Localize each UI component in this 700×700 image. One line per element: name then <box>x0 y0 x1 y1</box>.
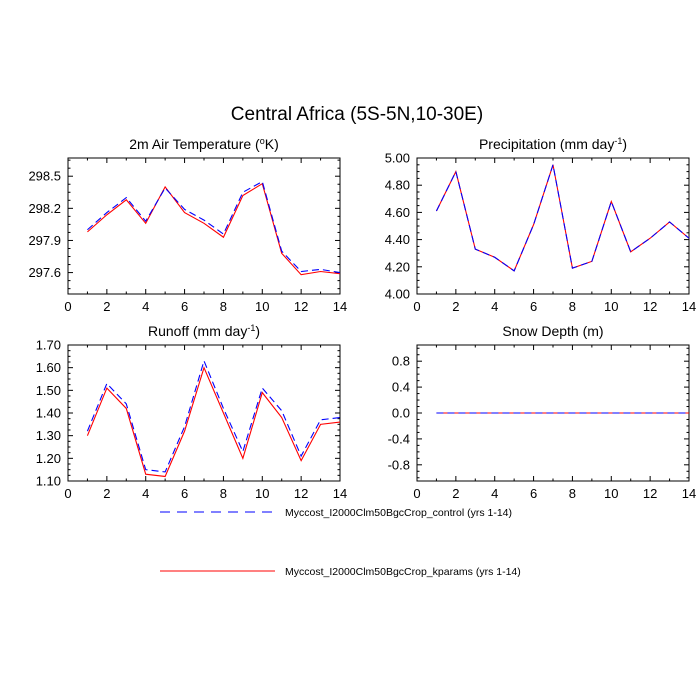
y-tick-label: 4.80 <box>385 178 410 193</box>
series-line-kparams <box>87 182 341 276</box>
y-tick-label: 298.2 <box>28 201 61 216</box>
x-tick-label: 12 <box>294 299 308 314</box>
y-tick-label: 0.0 <box>392 406 410 421</box>
x-tick-label: 14 <box>682 486 696 501</box>
y-tick-label: 0.8 <box>392 354 410 369</box>
x-tick-label: 0 <box>413 299 420 314</box>
x-tick-label: 10 <box>604 299 618 314</box>
y-tick-label: 1.10 <box>36 474 61 489</box>
panel-snow-depth: Snow Depth (m) 0 2 4 6 8 10 12 14 -0.8 -0.4 0.0 0.4 0… <box>388 323 697 501</box>
x-tick-label: 4 <box>142 299 149 314</box>
x-tick-label: 12 <box>294 486 308 501</box>
figure-title: Central Africa (5S-5N,10-30E) <box>231 104 483 125</box>
x-tick-label: 0 <box>413 486 420 501</box>
series-line-control <box>86 359 341 473</box>
x-tick-label: 2 <box>103 486 110 501</box>
x-tick-label: 6 <box>181 486 188 501</box>
y-tick-label: -0.4 <box>388 431 410 446</box>
x-tick-label: 4 <box>491 299 498 314</box>
y-tick-label: 1.60 <box>36 360 61 375</box>
legend: Myccost_I2000Clm50BgcCrop_control (yrs 1… <box>160 507 521 578</box>
y-tick-label: 298.5 <box>28 169 61 184</box>
x-tick-label: 10 <box>255 486 269 501</box>
plot-frame <box>67 157 341 295</box>
x-tick-label: 12 <box>643 299 657 314</box>
x-tick-label: 6 <box>181 299 188 314</box>
panel-precipitation: Precipitation (mm day-1) 0 2 4 6 8 10 12 14 4.00 4… <box>385 136 697 314</box>
x-tick-label: 8 <box>569 299 576 314</box>
panel-title: Snow Depth (m) <box>502 323 603 339</box>
legend-label-control: Myccost_I2000Clm50BgcCrop_control (yrs 1… <box>285 507 512 519</box>
x-tick-label: 10 <box>604 486 618 501</box>
y-tick-label: 4.40 <box>385 232 410 247</box>
x-tick-label: 6 <box>530 486 537 501</box>
y-tick-label: 4.60 <box>385 205 410 220</box>
y-tick-label: 1.50 <box>36 383 61 398</box>
y-tick-label: 1.20 <box>36 451 61 466</box>
series-line-control <box>435 164 690 272</box>
x-tick-label: 2 <box>103 299 110 314</box>
panel-runoff: Runoff (mm day-1) 0 2 4 6 8 10 12 14 1.10 1.20 1.30… <box>36 323 348 501</box>
y-tick-label: 4.20 <box>385 259 410 274</box>
x-tick-label: 14 <box>333 486 347 501</box>
x-tick-label: 6 <box>530 299 537 314</box>
x-tick-label: 2 <box>452 299 459 314</box>
x-tick-label: 8 <box>569 486 576 501</box>
x-tick-label: 0 <box>64 486 71 501</box>
series-line-control <box>87 180 341 274</box>
x-tick-label: 8 <box>220 299 227 314</box>
y-tick-label: 1.30 <box>36 428 61 443</box>
x-tick-label: 8 <box>220 486 227 501</box>
panel-title: Runoff (mm day-1) <box>148 323 260 339</box>
x-tick-label: 4 <box>491 486 498 501</box>
y-tick-label: -0.8 <box>388 457 410 472</box>
y-tick-label: 1.40 <box>36 406 61 421</box>
y-tick-label: 5.00 <box>385 151 410 166</box>
x-tick-label: 0 <box>64 299 71 314</box>
y-tick-label: 4.00 <box>385 287 410 302</box>
panel-title: 2m Air Temperature (oK) <box>129 136 278 152</box>
x-tick-label: 4 <box>142 486 149 501</box>
y-tick-label: 297.9 <box>28 233 61 248</box>
legend-label-kparams: Myccost_I2000Clm50BgcCrop_kparams (yrs 1… <box>285 566 521 578</box>
y-tick-label: 297.6 <box>28 265 61 280</box>
plot-frame <box>67 344 341 482</box>
x-tick-label: 14 <box>682 299 696 314</box>
panel-air-temperature: 2m Air Temperature (oK) 0 2 4 6 8 10 12 14 297.6 2… <box>28 136 347 314</box>
series-line-kparams <box>86 366 341 478</box>
panel-title: Precipitation (mm day-1) <box>479 136 627 152</box>
x-tick-label: 12 <box>643 486 657 501</box>
x-tick-label: 2 <box>452 486 459 501</box>
x-tick-label: 14 <box>333 299 347 314</box>
y-tick-label: 1.70 <box>36 338 61 353</box>
y-tick-label: 0.4 <box>392 380 410 395</box>
x-tick-label: 10 <box>255 299 269 314</box>
